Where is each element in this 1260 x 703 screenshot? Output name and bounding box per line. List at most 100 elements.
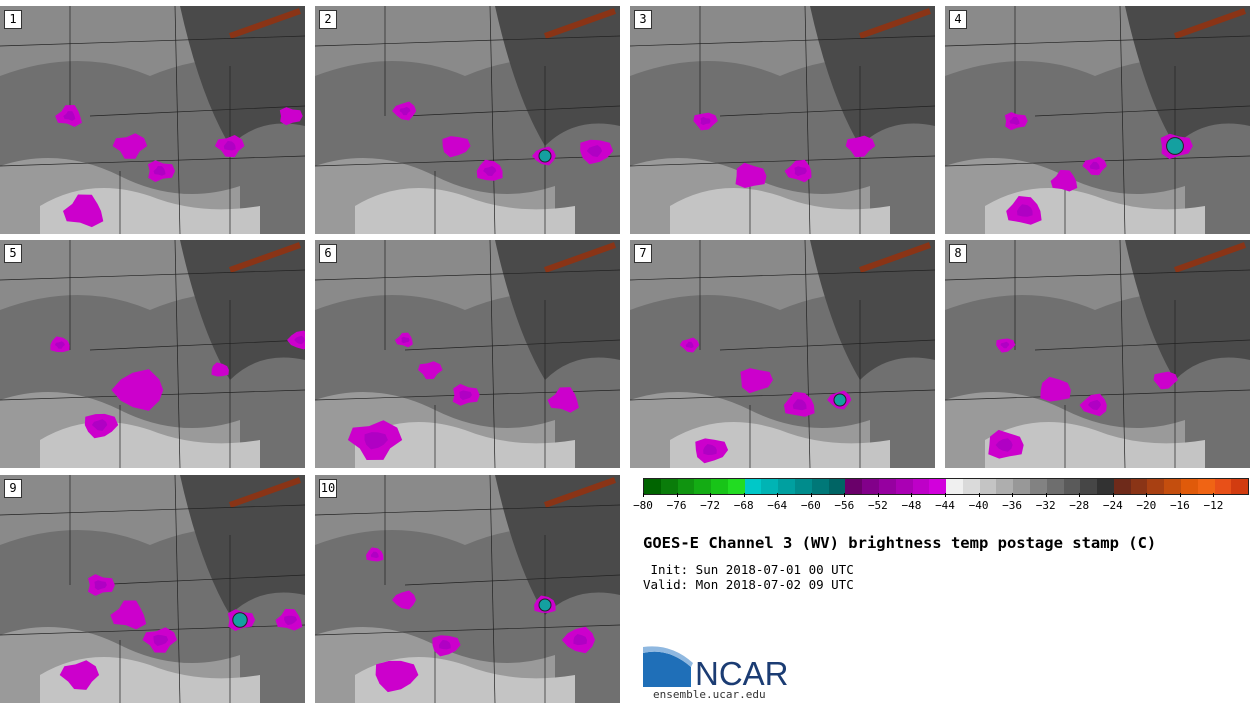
- colorbar-tick-label: −56: [834, 499, 855, 512]
- colorbar-swatch: [727, 479, 745, 494]
- colorbar-tick: [978, 493, 980, 497]
- colorbar-swatch: [1063, 479, 1081, 494]
- colorbar-tick: [844, 493, 846, 497]
- colorbar-tick-label: −24: [1102, 499, 1123, 512]
- colorbar-swatch: [1181, 479, 1198, 494]
- colorbar-tick: [945, 493, 946, 497]
- map-image: [0, 6, 305, 234]
- map-panel-1: 1: [0, 6, 305, 234]
- colorbar-swatch: [962, 479, 980, 494]
- map-panel-8: 8: [945, 240, 1250, 468]
- colorbar-swatch: [979, 479, 997, 494]
- colorbar-tick: [676, 493, 678, 497]
- colorbar-tick-label: −52: [867, 499, 888, 512]
- colorbar-swatch: [929, 479, 947, 494]
- panel-number: 8: [949, 244, 967, 263]
- colorbar-swatch: [1013, 479, 1030, 494]
- panel-number: 9: [4, 479, 22, 498]
- colorbar-tick-label: −16: [1169, 499, 1190, 512]
- colorbar-swatch: [761, 479, 779, 494]
- colorbar-swatch: [1231, 479, 1249, 494]
- valid-time: Valid: Mon 2018-07-02 09 UTC: [643, 577, 854, 592]
- map-image: [630, 240, 935, 468]
- colorbar-tick: [743, 493, 745, 497]
- map-image: [945, 6, 1250, 234]
- map-image: [630, 6, 935, 234]
- colorbar-swatch: [677, 479, 695, 494]
- colorbar-tick: [810, 493, 812, 497]
- colorbar-swatch: [744, 479, 762, 494]
- colorbar-swatch: [1147, 479, 1165, 494]
- colorbar-tick-label: −44: [935, 499, 955, 512]
- colorbar-swatch: [1214, 479, 1232, 494]
- colorbar-swatch: [996, 479, 1014, 494]
- map-panel-2: 2: [315, 6, 620, 234]
- colorbar-swatch: [1130, 479, 1148, 494]
- map-panel-9: 9: [0, 475, 305, 703]
- colorbar-tick: [1112, 493, 1114, 497]
- map-panel-7: 7: [630, 240, 935, 468]
- map-panel-4: 4: [945, 6, 1250, 234]
- map-panel-10: 10: [315, 475, 620, 703]
- colorbar-tick: [911, 493, 913, 497]
- colorbar-tick-label: −60: [800, 499, 821, 512]
- map-panel-3: 3: [630, 6, 935, 234]
- colorbar-tick-label: −28: [1069, 499, 1090, 512]
- colorbar-tick: [1079, 493, 1081, 497]
- init-time: Init: Sun 2018-07-01 00 UTC: [643, 562, 854, 577]
- map-image: [945, 240, 1250, 468]
- map-image: [315, 6, 620, 234]
- panel-number: 3: [634, 10, 652, 29]
- map-image: [315, 240, 620, 468]
- colorbar-tick-label: −40: [968, 499, 989, 512]
- colorbar-swatch: [878, 479, 896, 494]
- colorbar-swatch: [946, 479, 963, 494]
- colorbar-swatch: [845, 479, 863, 494]
- colorbar-tick-label: −20: [1136, 499, 1157, 512]
- colorbar-tick: [777, 493, 779, 497]
- colorbar-tick-label: −12: [1203, 499, 1224, 512]
- colorbar-tick-label: −64: [767, 499, 788, 512]
- colorbar-tick-label: −72: [700, 499, 721, 512]
- colorbar-swatch: [644, 479, 661, 494]
- colorbar-swatch: [828, 479, 846, 494]
- colorbar-tick-label: −36: [1002, 499, 1023, 512]
- colorbar-swatch: [711, 479, 728, 494]
- panel-number: 2: [319, 10, 337, 29]
- ncar-logo: NCAR: [643, 645, 793, 693]
- figure-title: GOES-E Channel 3 (WV) brightness temp po…: [643, 534, 1157, 552]
- panel-number: 7: [634, 244, 652, 263]
- colorbar-swatch: [795, 479, 812, 494]
- panel-number: 5: [4, 244, 22, 263]
- colorbar-swatch: [1113, 479, 1131, 494]
- map-image: [0, 240, 305, 468]
- panel-number: 10: [319, 479, 337, 498]
- colorbar: [643, 478, 1249, 495]
- colorbar-swatch: [1080, 479, 1098, 494]
- map-panel-6: 6: [315, 240, 620, 468]
- colorbar-tick-label: −68: [733, 499, 754, 512]
- map-panel-5: 5: [0, 240, 305, 468]
- map-image: [0, 475, 305, 703]
- colorbar-swatch: [694, 479, 712, 494]
- colorbar-tick: [710, 493, 712, 497]
- panel-number: 4: [949, 10, 967, 29]
- colorbar-swatch: [912, 479, 930, 494]
- colorbar-tick: [1146, 493, 1148, 497]
- colorbar-tick-label: −76: [666, 499, 687, 512]
- map-image: [315, 475, 620, 703]
- colorbar-tick-label: −48: [901, 499, 922, 512]
- colorbar-tick: [877, 493, 879, 497]
- colorbar-swatch: [895, 479, 913, 494]
- colorbar-tick-label: −32: [1035, 499, 1056, 512]
- logo-wordmark: NCAR: [695, 655, 789, 689]
- colorbar-tick: [643, 493, 644, 497]
- panel-number: 6: [319, 244, 337, 263]
- colorbar-swatch: [1029, 479, 1047, 494]
- colorbar-swatch: [1197, 479, 1215, 494]
- colorbar-swatch: [660, 479, 678, 494]
- colorbar-tick: [1012, 493, 1014, 497]
- colorbar-tick-label: −80: [633, 499, 653, 512]
- panel-number: 1: [4, 10, 22, 29]
- colorbar-swatch: [1046, 479, 1064, 494]
